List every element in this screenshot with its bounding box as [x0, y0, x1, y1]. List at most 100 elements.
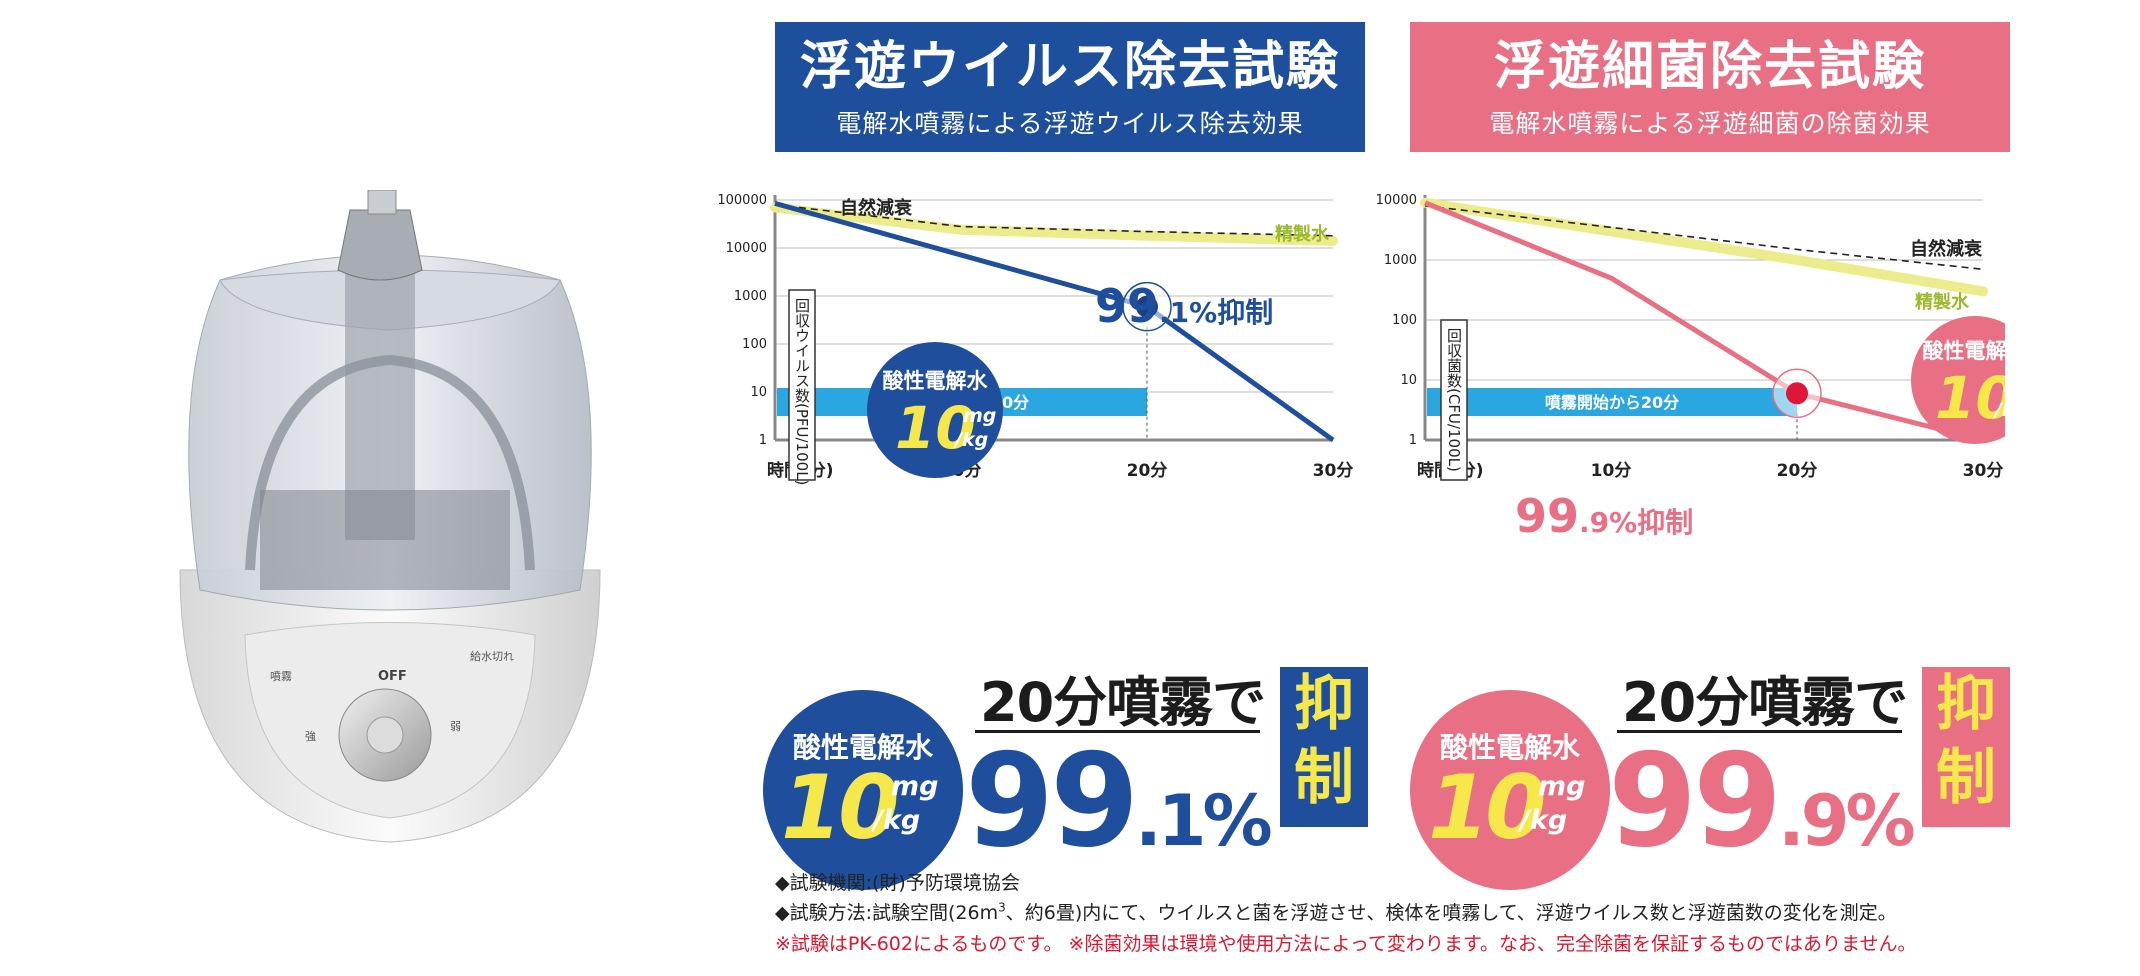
virus-chart-marker-dot: [1136, 295, 1158, 318]
virus-chart-ylabel-box: [788, 289, 816, 481]
bacteria-pct-sign: %: [1845, 780, 1915, 862]
bacteria-chart-ytick-label: 10: [1400, 373, 1417, 388]
virus-test-title: 浮遊ウイルス除去試験: [799, 37, 1340, 97]
bacteria-chart-callout-rest: .9%抑制: [1579, 506, 1693, 539]
virus-stamp-char-1: 抑: [1294, 669, 1354, 739]
bacteria-chart-spray-bar: [1427, 388, 1797, 416]
bacteria-chart-series-natural-decay: [1424, 205, 1984, 271]
bacteria-chart-dose-unit-top: mg: [2003, 375, 2005, 397]
virus-dose-agent: 酸性電解水: [792, 731, 933, 764]
bacteria-result-percent: 99.9%: [1608, 738, 1916, 885]
bacteria-test-subtitle: 電解水噴霧による浮遊細菌の除菌効果: [1489, 109, 1931, 138]
virus-chart-series-purified-water: [770, 202, 1338, 246]
humidifier-illustration: 噴霧 OFF 給水切れ 強 弱: [179, 190, 601, 843]
bacteria-chart-dose-unit-bottom: /kg: [1993, 399, 2005, 421]
bacteria-chart-dose-value: 10: [1935, 364, 2005, 432]
bacteria-chart-series-purified-water: [1420, 197, 1988, 297]
virus-chart-ytick-label: 10: [750, 385, 767, 400]
bacteria-pct-dec: .9: [1778, 780, 1849, 862]
bacteria-stamp-char-1: 抑: [1936, 669, 1996, 739]
virus-test-subtitle: 電解水噴霧による浮遊ウイルス除去効果: [836, 109, 1304, 138]
bacteria-chart-marker-dot: [1786, 382, 1808, 405]
test-method-after: 、約6畳)内にて、ウイルスと菌を浮遊させ、検体を噴霧して、浮遊ウイルス数と浮遊菌…: [1005, 902, 1897, 924]
virus-dose-unit-bottom: /kg: [873, 805, 921, 836]
virus-chart-dose-agent: 酸性電解水: [883, 369, 989, 393]
virus-dose-unit-top: mg: [891, 771, 939, 802]
virus-chart-ylabel: 回収ウイルス数(PFU/100L): [793, 298, 811, 485]
bacteria-headline: 20分噴霧で: [1622, 671, 1908, 734]
virus-pct-dec: .1: [1135, 780, 1206, 862]
virus-chart-ytick-label: 100000: [717, 193, 767, 208]
virus-chart-svg: 100000100001000100101時間(分)10分20分30分噴霧開始か…: [717, 193, 1354, 485]
virus-chart-label-purified-water: 精製水: [1275, 223, 1330, 245]
panel-label-water-out: 給水切れ: [470, 649, 514, 663]
bacteria-chart-label-natural-decay: 自然減衰: [1910, 238, 1983, 260]
virus-chart-ytick-label: 1000: [734, 289, 767, 304]
virus-chart-callout-int: 99: [1095, 279, 1159, 333]
test-method-note: ◆試験方法:試験空間(26m3、約6畳)内にて、ウイルスと菌を浮遊させ、検体を噴…: [775, 898, 1897, 925]
panel-label-weak: 弱: [450, 720, 461, 733]
bacteria-chart-ytick-label: 10000: [1376, 193, 1417, 208]
bacteria-chart-dose-bubble: [1911, 316, 2005, 444]
virus-chart-dose-bubble: [867, 342, 1003, 478]
panel-label-off: OFF: [378, 669, 407, 684]
virus-test-banner: 浮遊ウイルス除去試験 電解水噴霧による浮遊ウイルス除去効果: [775, 22, 1365, 152]
virus-result-percent: 99.1%: [965, 738, 1273, 885]
bacteria-chart-xtick-label: 20分: [1777, 461, 1818, 481]
bacteria-chart-series-electrolyzed-water: [1424, 200, 1984, 443]
bacteria-dose-agent: 酸性電解水: [1439, 731, 1580, 764]
virus-suppression-stamp: 抑 制: [1280, 667, 1368, 827]
bacteria-dose-value: 10: [1428, 756, 1546, 859]
virus-dose-unit: mg /kg: [873, 770, 938, 838]
virus-chart-dose-unit-top: mg: [963, 405, 996, 427]
bacteria-chart-svg: 100001000100101時間(分)10分20分30分噴霧開始から20分回収…: [1376, 193, 2006, 543]
virus-pct-sign: %: [1202, 780, 1272, 862]
bacteria-test-title: 浮遊細菌除去試験: [1493, 37, 1926, 97]
bacteria-chart: 100001000100101時間(分)10分20分30分噴霧開始から20分回収…: [1365, 180, 2005, 650]
virus-chart-ytick-label: 10000: [726, 241, 767, 256]
disclaimer-note: ※試験はPK-602によるものです。 ※除菌効果は環境や使用方法によって変わりま…: [775, 933, 1917, 955]
bacteria-chart-callout-int: 99: [1515, 489, 1579, 543]
bacteria-dose-unit: mg /kg: [1520, 770, 1585, 838]
bacteria-suppression-stamp: 抑 制: [1922, 667, 2010, 827]
bacteria-dose-badge: 酸性電解水 10 mg /kg: [1410, 690, 1610, 890]
virus-chart-xtick-label: 20分: [1127, 461, 1168, 481]
bacteria-chart-ytick-label: 1000: [1384, 253, 1417, 268]
bacteria-chart-label-purified-water: 精製水: [1915, 291, 1970, 313]
bacteria-dose-unit-top: mg: [1538, 771, 1586, 802]
virus-headline-rule: [975, 730, 1260, 733]
panel-label-strong: 強: [305, 730, 316, 743]
test-method-before: ◆試験方法:試験空間(26m: [775, 902, 999, 924]
virus-dose-value: 10: [781, 756, 899, 859]
bacteria-chart-ylabel: 回収菌数(CFU/100L): [1445, 328, 1463, 472]
virus-stamp-char-2: 制: [1294, 743, 1354, 813]
virus-chart-callout-rest: .1%抑制: [1159, 296, 1273, 329]
bacteria-test-banner: 浮遊細菌除去試験 電解水噴霧による浮遊細菌の除菌効果: [1410, 22, 2010, 152]
virus-chart-ytick-label: 100: [742, 337, 767, 352]
bacteria-chart-dose-agent: 酸性電解水: [1923, 339, 2006, 363]
virus-dose-badge: 酸性電解水 10 mg /kg: [763, 690, 963, 890]
bacteria-chart-spray-bar-label: 噴霧開始から20分: [1545, 393, 1679, 412]
test-institution-note: ◆試験機関:(財)予防環境協会: [775, 872, 1020, 894]
bacteria-chart-ytick-label: 100: [1392, 313, 1417, 328]
virus-pct-int: 99: [965, 727, 1139, 876]
virus-headline: 20分噴霧で: [980, 671, 1266, 734]
virus-chart-xtick-label: 30分: [1313, 461, 1354, 481]
virus-chart: 100000100001000100101時間(分)10分20分30分噴霧開始か…: [715, 180, 1355, 650]
virus-chart-callout: 99.1%抑制: [1095, 279, 1273, 333]
bacteria-headline-rule: [1617, 730, 1902, 733]
virus-chart-dose-unit-bottom: /kg: [953, 429, 988, 451]
bacteria-chart-ylabel-box: [1440, 319, 1468, 481]
virus-chart-dose-value: 10: [895, 394, 976, 462]
bacteria-chart-xtick-label: 10分: [1591, 461, 1632, 481]
bacteria-pct-int: 99: [1608, 727, 1782, 876]
panel-label-spray: 噴霧: [270, 670, 292, 683]
bacteria-dose-unit-bottom: /kg: [1520, 805, 1568, 836]
virus-chart-label-natural-decay: 自然減衰: [840, 197, 913, 219]
bacteria-chart-callout: 99.9%抑制: [1515, 489, 1693, 543]
bacteria-chart-ytick-label: 1: [1409, 433, 1417, 448]
bacteria-stamp-char-2: 制: [1936, 743, 1996, 813]
bacteria-chart-xtick-label: 30分: [1963, 461, 2004, 481]
test-method-sup: 3: [998, 900, 1006, 915]
virus-chart-ytick-label: 1: [759, 433, 767, 448]
